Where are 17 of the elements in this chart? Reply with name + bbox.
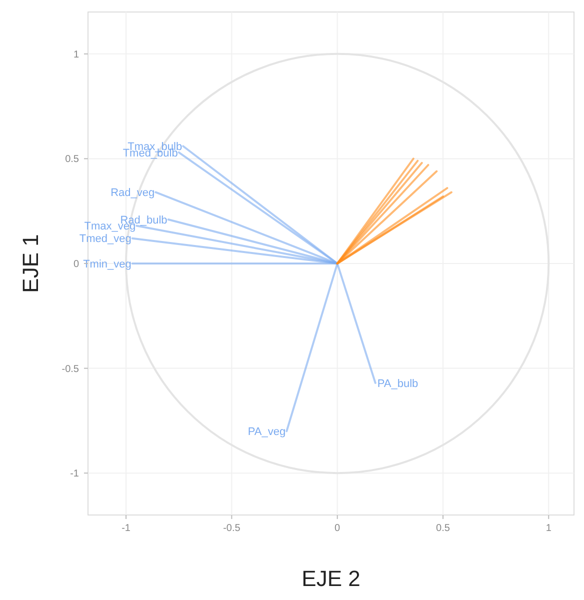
series-label: PA_bulb bbox=[377, 378, 418, 390]
y-tick-label: -1 bbox=[70, 468, 80, 480]
x-tick-label: -1 bbox=[122, 523, 131, 534]
x-tick-label: 0.5 bbox=[436, 523, 450, 534]
x-axis-title: EJE 2 bbox=[302, 566, 360, 591]
x-tick-label: -0.5 bbox=[223, 523, 241, 534]
y-tick-label: -0.5 bbox=[62, 364, 80, 375]
y-tick-label: 0 bbox=[73, 259, 80, 270]
x-tick-label: 0 bbox=[334, 523, 341, 534]
y-tick-label: 0.5 bbox=[65, 154, 80, 166]
series-label: Tmin_veg bbox=[83, 258, 132, 270]
y-axis-title: EJE 1 bbox=[18, 234, 43, 293]
series-label: Tmed_veg bbox=[79, 233, 132, 246]
series-label: Rad_veg bbox=[110, 187, 155, 200]
x-tick-label: 1 bbox=[546, 523, 552, 534]
y-tick-label: 1 bbox=[73, 49, 80, 60]
series-label: PA_veg bbox=[248, 426, 286, 438]
